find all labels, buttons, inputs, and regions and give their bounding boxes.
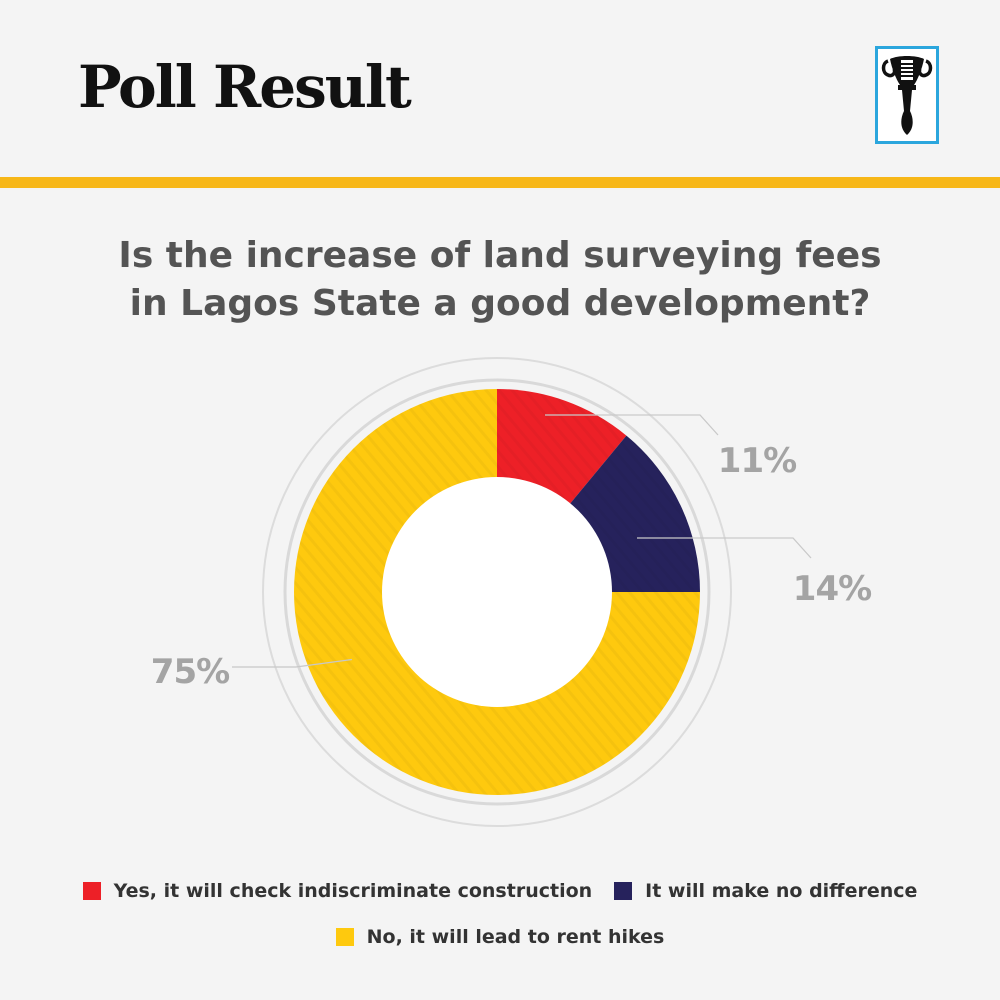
- legend-label: Yes, it will check indiscriminate constr…: [113, 880, 593, 902]
- leader-line: [232, 658, 353, 668]
- legend-swatch-red: [82, 882, 101, 900]
- legend-label: It will make no difference: [645, 880, 918, 902]
- chart-question: Is the increase of land surveying fees i…: [100, 232, 900, 328]
- legend-item-yes: Yes, it will check indiscriminate constr…: [82, 880, 593, 902]
- legend-item-no-difference: It will make no difference: [614, 880, 917, 902]
- header-divider: [0, 177, 1000, 188]
- legend-row: Yes, it will check indiscriminate constr…: [60, 876, 940, 906]
- legend-row: No, it will lead to rent hikes: [60, 922, 940, 952]
- donut-hole: [382, 477, 612, 707]
- page-title: Poll Result: [78, 53, 412, 121]
- legend-item-rent-hikes: No, it will lead to rent hikes: [335, 926, 665, 948]
- logo: [875, 46, 939, 144]
- outer-ring: [262, 357, 732, 827]
- data-label: 75%: [151, 652, 229, 692]
- leader-line: [637, 537, 812, 559]
- legend-label: No, it will lead to rent hikes: [366, 926, 665, 948]
- question-line-1: Is the increase of land surveying fees: [118, 235, 882, 276]
- question-line-2: in Lagos State a good development?: [129, 283, 871, 324]
- data-label: 11%: [718, 441, 796, 481]
- torch-emblem-icon: [881, 56, 933, 135]
- inner-ring: [283, 378, 711, 806]
- legend: Yes, it will check indiscriminate constr…: [60, 876, 940, 952]
- leader-line: [545, 414, 719, 436]
- legend-swatch-navy: [614, 882, 633, 900]
- data-label: 14%: [793, 569, 871, 609]
- legend-swatch-yellow: [335, 928, 354, 946]
